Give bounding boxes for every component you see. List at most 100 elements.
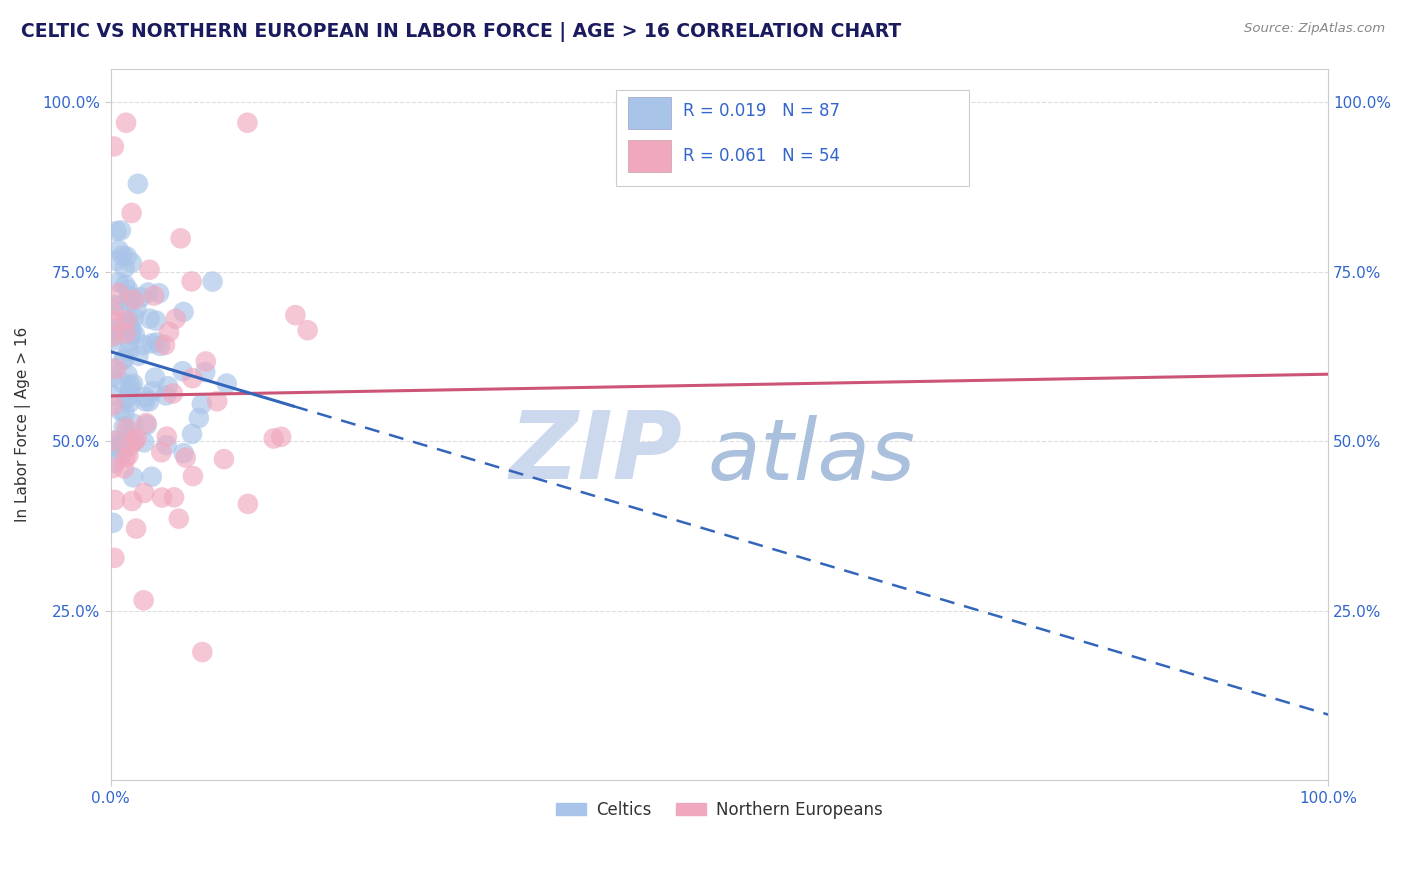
Point	[122, 417, 145, 431]
Point	[105, 362, 128, 376]
Point	[118, 383, 141, 397]
Point	[162, 386, 184, 401]
Point	[114, 351, 136, 365]
Point	[115, 425, 138, 440]
Point	[101, 361, 124, 376]
Point	[112, 419, 135, 434]
Point	[163, 491, 186, 505]
Text: Source: ZipAtlas.com: Source: ZipAtlas.com	[1244, 22, 1385, 36]
Point	[148, 286, 170, 301]
Point	[180, 275, 202, 289]
Point	[236, 116, 259, 130]
Point	[107, 243, 129, 257]
Point	[194, 354, 217, 368]
Point	[104, 456, 127, 470]
Point	[155, 438, 177, 452]
Point	[111, 248, 134, 262]
Point	[201, 275, 224, 289]
Y-axis label: In Labor Force | Age > 16: In Labor Force | Age > 16	[15, 326, 31, 522]
Point	[121, 494, 143, 508]
Point	[101, 388, 124, 402]
Point	[107, 286, 129, 301]
Point	[115, 421, 138, 435]
Text: atlas: atlas	[707, 415, 915, 498]
Point	[143, 370, 166, 384]
Point	[132, 593, 155, 607]
Point	[122, 434, 145, 449]
Point	[270, 430, 292, 444]
Point	[118, 320, 141, 334]
Point	[124, 327, 146, 342]
Point	[101, 516, 124, 530]
Point	[127, 349, 149, 363]
Point	[122, 470, 145, 484]
Point	[120, 388, 142, 402]
Point	[125, 301, 148, 316]
Point	[112, 353, 135, 368]
Point	[103, 334, 125, 348]
Point	[107, 321, 129, 335]
Point	[114, 277, 136, 292]
FancyBboxPatch shape	[616, 90, 969, 186]
Point	[134, 435, 156, 450]
Point	[181, 426, 204, 441]
Point	[132, 486, 155, 500]
Point	[127, 177, 149, 191]
Point	[107, 300, 129, 314]
Point	[111, 446, 134, 460]
Point	[104, 434, 127, 448]
Legend: Celtics, Northern Europeans: Celtics, Northern Europeans	[550, 794, 890, 825]
Text: R = 0.061   N = 54: R = 0.061 N = 54	[683, 147, 839, 165]
Point	[141, 336, 163, 351]
Point	[122, 293, 145, 307]
Point	[121, 206, 143, 220]
Point	[121, 322, 143, 336]
Text: CELTIC VS NORTHERN EUROPEAN IN LABOR FORCE | AGE > 16 CORRELATION CHART: CELTIC VS NORTHERN EUROPEAN IN LABOR FOR…	[21, 22, 901, 42]
Point	[107, 275, 129, 289]
Point	[101, 329, 124, 343]
Point	[173, 305, 195, 319]
Point	[173, 446, 195, 460]
Point	[136, 285, 159, 300]
Point	[121, 256, 143, 270]
Point	[167, 511, 190, 525]
Point	[156, 379, 179, 393]
Point	[157, 325, 180, 339]
Point	[101, 329, 124, 343]
Point	[118, 439, 141, 453]
Point	[103, 313, 125, 327]
Point	[108, 403, 131, 417]
Point	[118, 334, 141, 349]
Text: ZIP: ZIP	[510, 407, 683, 499]
Point	[187, 411, 209, 425]
Point	[150, 491, 173, 505]
Point	[101, 434, 124, 448]
Point	[101, 369, 124, 384]
Point	[115, 116, 138, 130]
Point	[117, 344, 139, 359]
Point	[117, 449, 139, 463]
Point	[172, 364, 194, 378]
Point	[174, 450, 197, 465]
Point	[115, 392, 138, 406]
Point	[181, 371, 204, 385]
Point	[105, 253, 128, 268]
FancyBboxPatch shape	[628, 140, 671, 172]
Point	[120, 378, 142, 392]
Point	[122, 376, 145, 391]
Point	[194, 365, 217, 379]
Point	[191, 645, 214, 659]
Point	[297, 323, 319, 337]
Point	[153, 338, 176, 352]
Point	[114, 450, 136, 465]
Point	[134, 390, 156, 404]
Point	[125, 522, 148, 536]
Point	[118, 396, 141, 410]
Point	[104, 492, 127, 507]
Point	[170, 231, 193, 245]
Point	[110, 321, 132, 335]
Point	[181, 469, 204, 483]
Point	[110, 435, 132, 450]
Point	[141, 470, 163, 484]
Point	[156, 430, 179, 444]
